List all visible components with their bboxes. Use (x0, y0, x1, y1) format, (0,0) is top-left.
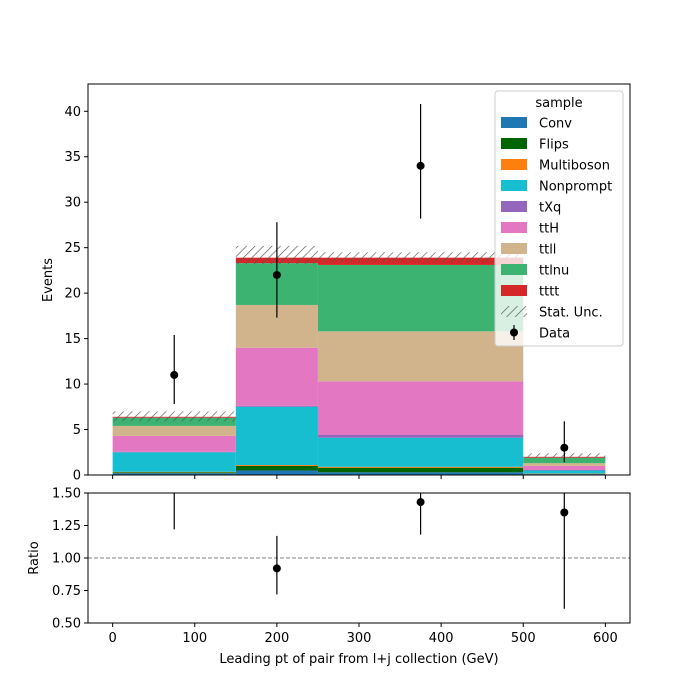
bar-conv-bin-1 (112, 473, 236, 475)
y-tick-label: 5 (73, 423, 81, 438)
legend-label-conv: Conv (539, 117, 572, 132)
legend-swatch-nonprompt (501, 180, 527, 191)
bar-flips-bin-2 (235, 465, 318, 471)
data-point (560, 443, 569, 452)
bar-multiboson-bin-2 (235, 464, 318, 466)
ratio-points (173, 493, 569, 609)
ratio-x-ticks: 0 100 200 300 400 500 600 (108, 623, 618, 646)
ratio-y-tick-label: 1.25 (52, 519, 81, 534)
legend-label-stat-unc: Stat. Unc. (539, 306, 603, 321)
legend-swatch-stat-unc (501, 306, 527, 317)
legend-title: sample (535, 96, 582, 111)
y-tick-label: 30 (64, 196, 81, 211)
data-point (416, 161, 425, 170)
legend-items: Conv Flips Multiboson Nonprompt tXq ttH ttll tt… (501, 117, 612, 342)
legend-swatch-tttt (501, 285, 527, 296)
legend-label-ttlnu: ttlnu (539, 264, 569, 279)
bar-tth-bin-4 (523, 465, 606, 470)
bar-flips-bin-1 (112, 472, 236, 474)
bar-nonprompt-bin-3 (317, 437, 524, 467)
main-y-ticks: 0 5 10 15 20 25 30 35 40 (64, 105, 88, 484)
x-axis-label: Leading pt of pair from l+j collection (… (219, 652, 498, 667)
ratio-point (272, 564, 281, 573)
ratio-y-tick-label: 1.00 (52, 552, 81, 567)
ratio-y-axis-label: Ratio (27, 541, 42, 574)
ratio-y-tick-label: 0.50 (52, 617, 81, 632)
bar-conv-bin-3 (317, 472, 524, 475)
x-tick-label: 400 (429, 631, 454, 646)
bar-txq-bin-2 (235, 405, 318, 407)
y-tick-label: 25 (64, 241, 81, 256)
bar-ttll-bin-4 (523, 463, 606, 466)
x-tick-label: 300 (347, 631, 372, 646)
legend-label-tth: ttH (539, 222, 559, 237)
ratio-point (560, 508, 569, 517)
bar-tth-bin-3 (317, 381, 524, 435)
y-tick-label: 0 (73, 469, 81, 484)
bar-conv-bin-2 (235, 470, 318, 475)
bar-ttlnu-bin-1 (112, 417, 236, 426)
legend-label-tttt: tttt (539, 285, 559, 300)
legend-swatch-multiboson (501, 159, 527, 170)
ratio-panel: 0.50 0.75 1.00 1.25 1.50 0 100 200 300 400 500 600… (27, 487, 631, 667)
legend-data-marker (510, 328, 518, 337)
bar-multiboson-bin-3 (317, 466, 524, 468)
y-tick-label: 15 (64, 332, 81, 347)
legend-swatch-flips (501, 138, 527, 149)
legend-label-nonprompt: Nonprompt (539, 180, 612, 195)
bar-nonprompt-bin-4 (523, 470, 606, 474)
y-tick-label: 20 (64, 287, 81, 302)
bar-nonprompt-bin-2 (235, 406, 318, 465)
main-panel: 0 5 10 15 20 25 30 35 40 Events (41, 83, 631, 484)
legend-label-data: Data (539, 327, 570, 342)
bar-ttll-bin-1 (112, 425, 236, 436)
x-tick-label: 100 (182, 631, 207, 646)
legend-label-multiboson: Multiboson (539, 159, 610, 174)
legend: sample Conv Flips Multiboson Nonprompt tXq tt… (494, 90, 624, 347)
legend-box (494, 90, 624, 347)
bar-tth-bin-1 (112, 435, 236, 452)
bar-tth-bin-2 (235, 347, 318, 406)
legend-label-flips: Flips (539, 138, 569, 153)
legend-label-txq: tXq (539, 201, 561, 216)
bar-txq-bin-3 (317, 434, 524, 438)
y-axis-label: Events (41, 258, 56, 302)
data-points (170, 104, 569, 463)
data-point (170, 370, 179, 379)
legend-swatch-ttlnu (501, 264, 527, 275)
bar-ttll-bin-3 (317, 331, 524, 382)
ratio-y-ticks: 0.50 0.75 1.00 1.25 1.50 (52, 487, 88, 632)
x-tick-label: 500 (511, 631, 536, 646)
data-point (272, 270, 281, 279)
ratio-y-tick-label: 0.75 (52, 584, 81, 599)
y-tick-label: 10 (64, 378, 81, 393)
legend-label-ttll: ttll (539, 243, 556, 258)
legend-swatch-txq (501, 201, 527, 212)
x-tick-label: 0 (108, 631, 116, 646)
legend-swatch-ttll (501, 243, 527, 254)
bar-flips-bin-3 (317, 467, 524, 473)
y-tick-label: 40 (64, 105, 81, 120)
bar-ttlnu-bin-3 (317, 264, 524, 332)
legend-swatch-tth (501, 222, 527, 233)
stat-unc-bin-3 (317, 252, 524, 263)
stacked-bars (112, 257, 606, 475)
legend-swatch-conv (501, 117, 527, 128)
x-tick-label: 600 (593, 631, 618, 646)
main-x-ticks (112, 475, 606, 479)
ratio-point (416, 498, 425, 507)
ratio-y-tick-label: 1.50 (52, 487, 81, 502)
y-tick-label: 35 (64, 150, 81, 165)
bar-nonprompt-bin-1 (112, 452, 236, 472)
stat-unc-bin-1 (112, 411, 236, 422)
x-tick-label: 200 (264, 631, 289, 646)
